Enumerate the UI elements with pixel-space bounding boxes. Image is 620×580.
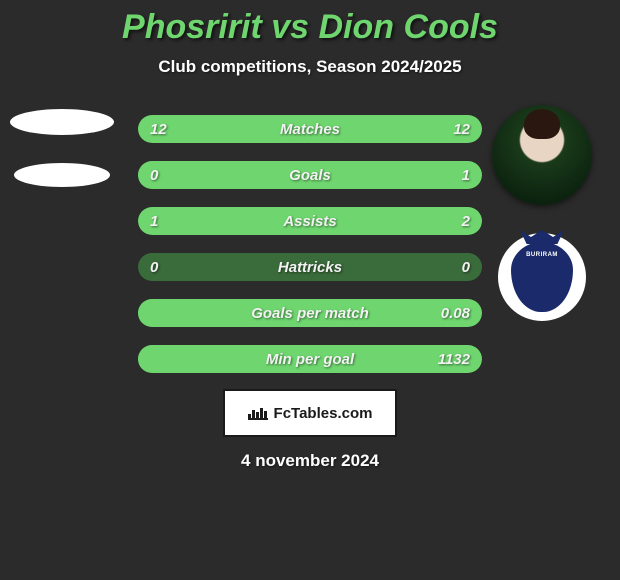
stat-bar: 0Goals1 bbox=[138, 161, 482, 189]
stat-bar: Goals per match0.08 bbox=[138, 299, 482, 327]
subtitle: Club competitions, Season 2024/2025 bbox=[0, 57, 620, 77]
source-badge: FcTables.com bbox=[223, 389, 397, 437]
club-badge-text: BURIRAM bbox=[526, 252, 558, 258]
player-left-column bbox=[8, 105, 116, 187]
player-right-column: BURIRAM bbox=[488, 105, 596, 321]
stat-bar: 1Assists2 bbox=[138, 207, 482, 235]
stat-value-right: 0 bbox=[462, 253, 470, 281]
stat-value-right: 1132 bbox=[438, 345, 470, 373]
stat-label: Hattricks bbox=[138, 253, 482, 281]
player-left-club-placeholder bbox=[14, 163, 110, 187]
stat-label: Assists bbox=[138, 207, 482, 235]
stat-value-right: 12 bbox=[453, 115, 470, 143]
stat-label: Matches bbox=[138, 115, 482, 143]
player-right-photo bbox=[492, 105, 592, 205]
fctables-icon bbox=[248, 406, 268, 420]
player-right-club-badge: BURIRAM bbox=[498, 233, 586, 321]
player-left-photo-placeholder bbox=[10, 109, 114, 135]
source-brand-text: FcTables.com bbox=[274, 405, 373, 422]
date-text: 4 november 2024 bbox=[0, 451, 620, 471]
comparison-region: 12Matches120Goals11Assists20Hattricks0Go… bbox=[0, 105, 620, 375]
page-title: Phosririt vs Dion Cools bbox=[0, 0, 620, 47]
stats-bars: 12Matches120Goals11Assists20Hattricks0Go… bbox=[138, 115, 482, 373]
stat-bar: 12Matches12 bbox=[138, 115, 482, 143]
stat-value-right: 2 bbox=[462, 207, 470, 235]
stat-label: Goals bbox=[138, 161, 482, 189]
stat-label: Min per goal bbox=[138, 345, 482, 373]
stat-bar: Min per goal1132 bbox=[138, 345, 482, 373]
stat-value-right: 1 bbox=[462, 161, 470, 189]
stat-bar: 0Hattricks0 bbox=[138, 253, 482, 281]
stat-value-right: 0.08 bbox=[441, 299, 470, 327]
stat-label: Goals per match bbox=[138, 299, 482, 327]
